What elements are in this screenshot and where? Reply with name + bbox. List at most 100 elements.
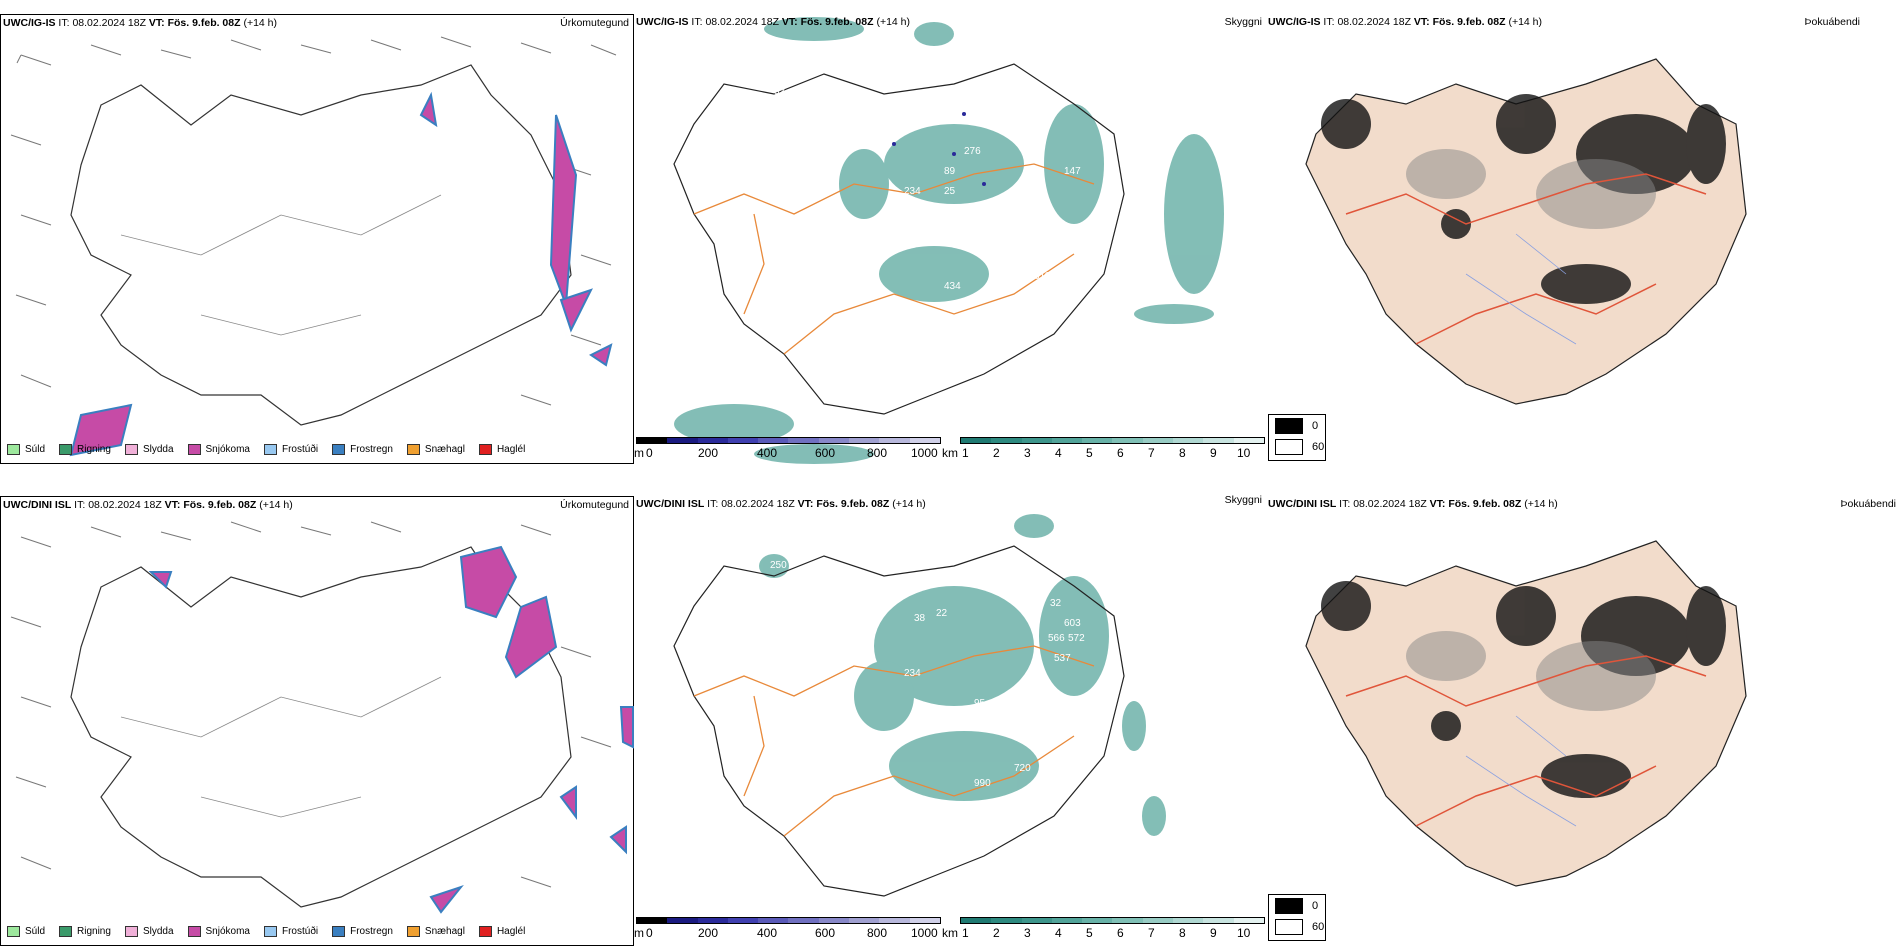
height-tick: 1000 [911,446,938,460]
fog-legend-bottom: 0 60 [1268,894,1326,941]
iceland-outline [70,546,572,908]
panel-header: UWC/IG-IS IT: 08.02.2024 18Z VT: Fös. 9.… [636,16,911,28]
panel-header: UWC/DINI ISL IT: 08.02.2024 18Z VT: Fös.… [1268,498,1558,510]
km-tick: 5 [1086,926,1093,940]
height-tick: 200 [698,446,719,460]
km-unit: km [942,926,958,940]
km-tick: 2 [993,446,1000,460]
wind-barbs [10,36,617,406]
rivers [1465,715,1577,827]
vis-label: 32 [1050,598,1062,609]
vis-label: 611 [1034,271,1050,282]
legend-item: Haglél [478,443,525,455]
precip-title: Úrkomutegund [560,17,629,29]
km-tick: 1 [962,926,969,940]
visibility-title: Skyggni [1224,16,1262,28]
vis-label: 434 [944,281,961,292]
km-tick: 6 [1117,446,1124,460]
fog-title: Þokuábendi [1840,498,1896,510]
roads [1345,173,1707,345]
panel-header: UWC/IG-IS IT: 08.02.2024 18Z VT: Fös. 9.… [3,17,278,29]
legend-item: Snjókoma [187,443,250,455]
km-tick: 3 [1024,446,1031,460]
fog-index-map-bottom: UWC/DINI ISL IT: 08.02.2024 18Z VT: Fös.… [1266,496,1900,946]
low-visibility-areas [759,514,1166,836]
legend-item: Haglél [478,925,525,937]
low-visibility-areas [674,17,1224,464]
visibility-map-top: 52 276 89 234 25 37 206 201 434 611 147 … [634,14,1266,464]
roads [1345,655,1707,827]
height-colorbar-bottom [636,917,941,924]
iceland-outline [673,545,1125,897]
height-tick: 200 [698,926,719,940]
visibility-title: Skyggni [1224,494,1262,506]
roads [693,163,1095,355]
fog-title: Þokuábendi [1804,16,1860,28]
vis-label: 276 [964,146,981,157]
snow-areas [69,91,613,457]
km-tick: 10 [1237,926,1251,940]
legend-item: Snjókoma [187,925,250,937]
vis-label: 19 [924,386,936,397]
vis-label: 222 [946,723,963,734]
precip-map-canvas [10,521,634,914]
vis-label: 95 [974,698,986,709]
snow-areas [148,545,634,914]
km-unit: km [942,446,958,460]
legend-item: Rigning [59,925,111,937]
legend-item: Slydda [124,443,174,455]
vis-label: 88 [1034,743,1046,754]
height-tick: 0 [646,926,653,940]
height-tick: 400 [757,446,778,460]
vis-label: 720 [1014,763,1031,774]
vis-label: 990 [974,778,991,789]
terrain-scatter [892,112,986,186]
km-colorbar-top [960,437,1265,444]
visibility-map-canvas: 250 38 22 1182 32 603 566 572 537 234 95… [673,514,1166,897]
panel-header: UWC/DINI ISL IT: 08.02.2024 18Z VT: Fös.… [3,499,293,511]
precip-legend: Súld Rigning Slydda Snjókoma Frostúði Fr… [1,917,633,945]
legend-item: Frostregn [332,925,393,937]
rivers [1465,233,1577,345]
legend-item: Frostúði [263,925,318,937]
height-tick: 600 [815,926,836,940]
iceland-outline [70,64,572,426]
vis-label: 206 [864,246,881,257]
vis-label: 22 [936,608,948,619]
km-tick: 4 [1055,926,1062,940]
height-tick: 800 [867,926,888,940]
vis-label: 201 [954,216,971,227]
fog-map-canvas [1305,540,1747,887]
km-tick: 4 [1055,446,1062,460]
visibility-map-bottom: 250 38 22 1182 32 603 566 572 537 234 95… [634,494,1266,946]
height-colorbar-top [636,437,941,444]
height-tick: 600 [815,446,836,460]
km-tick: 9 [1210,926,1217,940]
km-colorbar-bottom [960,917,1265,924]
panel-header: UWC/DINI ISL IT: 08.02.2024 18Z VT: Fös.… [636,498,926,510]
vis-label: 234 [904,668,921,679]
height-unit: m [634,446,644,460]
vis-label: 603 [1064,618,1081,629]
roads [693,645,1095,837]
vis-label: 38 [914,613,926,624]
km-tick: 7 [1148,446,1155,460]
height-tick: 800 [867,446,888,460]
legend-item: Snæhagl [406,925,465,937]
fog-index-map-top: UWC/IG-IS IT: 08.02.2024 18Z VT: Fös. 9.… [1266,14,1900,464]
visibility-labels: 250 38 22 1182 32 603 566 572 537 234 95… [770,560,1085,789]
vis-label: 1182 [1014,598,1036,609]
height-tick: 1000 [911,926,938,940]
vis-label: 250 [770,560,787,571]
km-tick: 3 [1024,926,1031,940]
legend-item: Frostúði [263,443,318,455]
vis-label: 52 [774,86,786,97]
km-tick: 6 [1117,926,1124,940]
legend-item: Súld [7,925,45,937]
fog-legend-top: 0 60 [1268,414,1326,461]
visibility-map-canvas: 52 276 89 234 25 37 206 201 434 611 147 … [673,17,1224,464]
km-tick: 5 [1086,446,1093,460]
vis-label: 147 [1064,166,1081,177]
precip-type-map-top: UWC/IG-IS IT: 08.02.2024 18Z VT: Fös. 9.… [0,14,634,464]
vis-label: 537 [1054,653,1071,664]
